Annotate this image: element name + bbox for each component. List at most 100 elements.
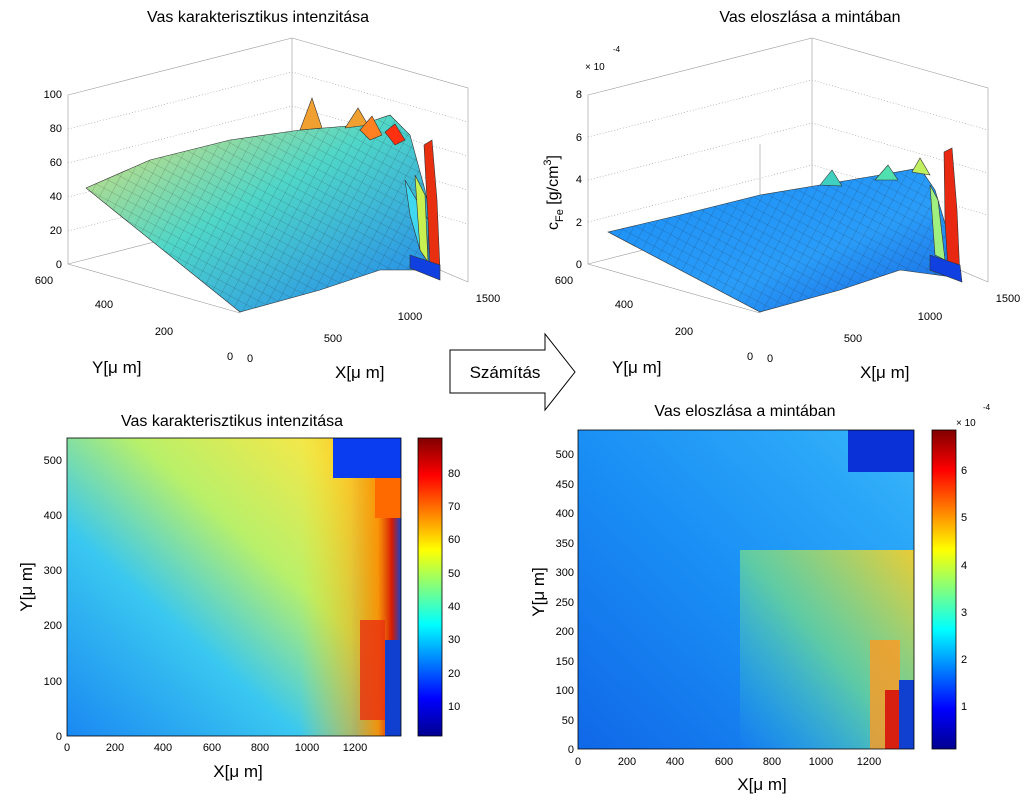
- y-tick: 400: [95, 299, 113, 311]
- z-tick-labels: 0 2 4 6 8: [576, 89, 582, 271]
- x-tick: 0: [575, 756, 581, 768]
- z-axis-label: cFe [g/cm3]: [542, 155, 566, 230]
- surface-mesh-lines: [86, 115, 440, 312]
- axes-box: [67, 37, 469, 314]
- y-tick: 350: [556, 538, 574, 550]
- y-tick: 200: [556, 626, 574, 638]
- surface-mesh-lines: [608, 168, 960, 312]
- y-tick: 200: [44, 620, 62, 632]
- y-tick: 100: [556, 685, 574, 697]
- y-tick: 100: [44, 676, 62, 688]
- surface-peak: [874, 164, 899, 181]
- z-tick-labels: 0 20 40 60 80 100: [44, 89, 62, 271]
- x-tick-labels: 0 500 1000 1500: [767, 293, 1020, 365]
- y-tick: 0: [227, 351, 233, 363]
- y-tick-labels: 0 50 100 150 200 250 300 350 400 450 500: [556, 449, 574, 756]
- x-axis-label: X[μ m]: [737, 775, 786, 794]
- x-tick: 500: [844, 333, 862, 345]
- z-tick: 80: [50, 123, 62, 135]
- x-axis-label: X[μ m]: [860, 363, 909, 382]
- y-tick: 600: [35, 275, 53, 287]
- colorbar-tick: 30: [448, 634, 460, 646]
- z-tick: 4: [576, 174, 582, 186]
- y-axis-label: Y[μ m]: [529, 567, 548, 616]
- x-tick: 600: [203, 742, 221, 754]
- heatmap-image: [578, 430, 914, 749]
- z-tick: 0: [56, 259, 62, 271]
- y-tick: 150: [556, 656, 574, 668]
- colorbar-tick: 80: [448, 468, 460, 480]
- y-tick: 400: [556, 508, 574, 520]
- x-tick: 800: [763, 756, 781, 768]
- y-tick-labels: 0 100 200 300 400 500: [44, 455, 62, 743]
- colorbar-tick: 50: [448, 568, 460, 580]
- x-tick: 800: [251, 742, 269, 754]
- heatmap-distribution: Vas eloszlása a mintában 0 50 100 150 20…: [529, 403, 991, 794]
- x-tick: 0: [247, 353, 253, 365]
- surface-plot-distribution: Vas eloszlása a mintában × 10 -4 0 2 4 6…: [542, 9, 1020, 382]
- x-axis-label: X[μ m]: [213, 762, 262, 781]
- colorbar-tick: 2: [961, 654, 967, 666]
- y-tick: 400: [44, 510, 62, 522]
- z-label-main: c: [545, 222, 562, 230]
- colorbar-tick: 4: [961, 560, 967, 572]
- x-tick: 1200: [343, 742, 367, 754]
- x-tick: 1500: [476, 293, 500, 305]
- x-tick-labels: 0 200 400 600 800 1000 1200: [64, 742, 367, 754]
- z-label-unit: [g/cm: [545, 166, 562, 210]
- surface-edge: [409, 254, 441, 281]
- chart-title: Vas karakterisztikus intenzitása: [147, 9, 369, 26]
- y-tick: 500: [44, 455, 62, 467]
- colorbar-ticks: 10 20 30 40 50 60 70 80: [448, 468, 460, 713]
- x-tick: 1500: [996, 293, 1020, 305]
- y-tick: 500: [556, 449, 574, 461]
- z-tick: 8: [576, 89, 582, 101]
- y-tick: 250: [556, 597, 574, 609]
- colorbar-tick: 10: [448, 701, 460, 713]
- surface-peak: [299, 97, 323, 131]
- x-tick: 0: [64, 742, 70, 754]
- colorbar-tick: 40: [448, 601, 460, 613]
- x-tick: 1000: [809, 756, 833, 768]
- surface-plot-intensity: Vas karakterisztikus intenzitása 0 20 40…: [35, 9, 500, 382]
- exponent-power: -4: [983, 403, 991, 412]
- colorbar-tick: 60: [448, 534, 460, 546]
- colorbar: [931, 429, 957, 750]
- z-tick: 20: [50, 225, 62, 237]
- chart-title: Vas karakterisztikus intenzitása: [121, 413, 343, 430]
- colorbar-tick: 5: [961, 512, 967, 524]
- colorbar-tick: 70: [448, 501, 460, 513]
- surface-peak: [344, 107, 369, 129]
- x-tick-labels: 0 200 400 600 800 1000 1200: [575, 756, 881, 768]
- y-tick: 0: [568, 744, 574, 756]
- plot-frame: [66, 437, 402, 737]
- z-label-sub: Fe: [554, 209, 566, 222]
- z-tick: 100: [44, 89, 62, 101]
- z-tick: 0: [576, 259, 582, 271]
- x-tick-labels: 0 500 1000 1500: [247, 293, 500, 365]
- colorbar-ticks: 1 2 3 4 5 6: [961, 465, 967, 713]
- surface-peak: [911, 157, 931, 176]
- y-tick: 0: [747, 351, 753, 363]
- exponent-power: -4: [613, 45, 621, 54]
- colorbar-tick: 3: [961, 607, 967, 619]
- exponent-base: × 10: [585, 62, 605, 73]
- x-axis-label: X[μ m]: [335, 363, 384, 382]
- x-tick: 1000: [918, 311, 942, 323]
- z-tick: 40: [50, 191, 62, 203]
- chart-title: Vas eloszlása a mintában: [654, 403, 835, 420]
- y-tick: 0: [56, 731, 62, 743]
- x-tick: 200: [618, 756, 636, 768]
- y-tick-labels: 0 200 400 600: [35, 275, 233, 363]
- y-axis-label: Y[μ m]: [92, 358, 141, 377]
- surface-peak: [359, 115, 383, 141]
- y-tick: 300: [556, 567, 574, 579]
- y-tick: 450: [556, 479, 574, 491]
- y-tick: 50: [562, 715, 574, 727]
- colorbar-tick: 1: [961, 701, 967, 713]
- heatmap-image: [67, 438, 401, 736]
- surface-peak: [819, 169, 843, 187]
- surface-edge: [929, 254, 963, 283]
- arrow-label: Számítás: [470, 363, 541, 382]
- heatmap-intensity: Vas karakterisztikus intenzitása 0 100 2…: [17, 413, 460, 781]
